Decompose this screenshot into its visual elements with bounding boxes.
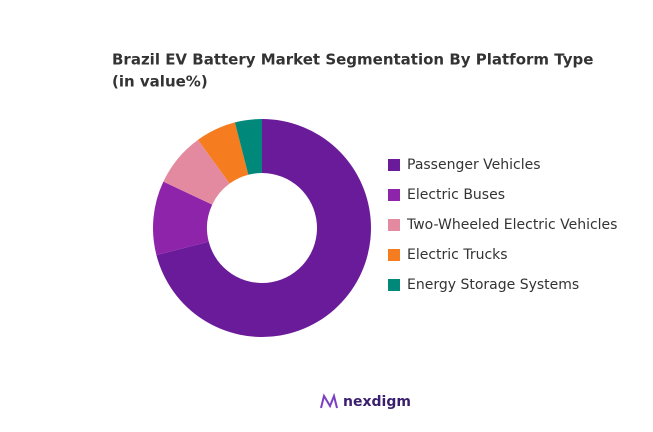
legend-label: Electric Buses	[407, 187, 505, 203]
donut-segment	[153, 181, 213, 256]
legend-swatch	[388, 279, 400, 291]
logo-icon	[320, 392, 338, 409]
legend-label: Electric Trucks	[407, 247, 508, 263]
donut-segment	[163, 139, 230, 205]
donut-segment	[234, 119, 262, 175]
chart-subtitle: (in value%)	[112, 73, 208, 91]
legend-label: Energy Storage Systems	[407, 277, 579, 293]
legend-swatch	[388, 189, 400, 201]
brand-logo: nexdigm	[320, 392, 411, 410]
brand-name: nexdigm	[343, 394, 411, 410]
legend-label: Passenger Vehicles	[407, 157, 541, 173]
chart-title: Brazil EV Battery Market Segmentation By…	[112, 51, 593, 69]
donut-segment	[156, 119, 371, 338]
legend-swatch	[388, 249, 400, 261]
legend-swatch	[388, 159, 400, 171]
donut-segment	[197, 122, 249, 184]
legend-swatch	[388, 219, 400, 231]
legend-label: Two-Wheeled Electric Vehicles	[406, 217, 617, 233]
